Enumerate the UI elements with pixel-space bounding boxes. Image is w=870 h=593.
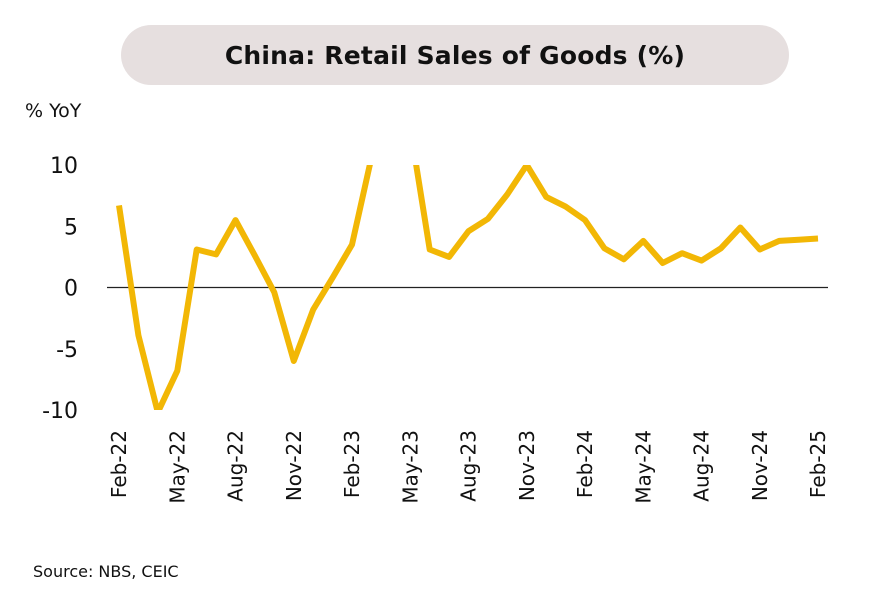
chart-title: China: Retail Sales of Goods (%): [224, 40, 686, 70]
x-tick-label: May-24: [631, 430, 655, 504]
y-tick-label: 0: [64, 277, 78, 302]
x-tick-label: May-23: [398, 430, 422, 504]
y-tick-label: 5: [64, 215, 78, 240]
x-tick-label: Nov-22: [282, 430, 306, 501]
source-note: Source: NBS, CEIC: [33, 562, 179, 581]
x-tick-label: Aug-24: [690, 430, 714, 502]
x-tick-label: Nov-23: [515, 430, 539, 501]
x-tick-label: Aug-22: [224, 430, 248, 502]
x-tick-label: Aug-23: [457, 430, 481, 502]
series-line: [116, 165, 819, 410]
chart-title-banner: China: Retail Sales of Goods (%): [121, 25, 789, 85]
x-tick-label: Feb-24: [573, 430, 597, 498]
x-tick-label: May-22: [165, 430, 189, 504]
y-axis-label: % YoY: [25, 100, 82, 122]
y-tick-label: -5: [56, 338, 78, 363]
x-tick-label: Feb-23: [340, 430, 364, 498]
x-tick-label: Feb-22: [107, 430, 131, 498]
x-tick-label: Nov-24: [748, 430, 772, 501]
y-tick-label: -10: [42, 399, 78, 424]
x-tick-label: Feb-25: [806, 430, 830, 498]
y-tick-label: 10: [50, 154, 78, 179]
